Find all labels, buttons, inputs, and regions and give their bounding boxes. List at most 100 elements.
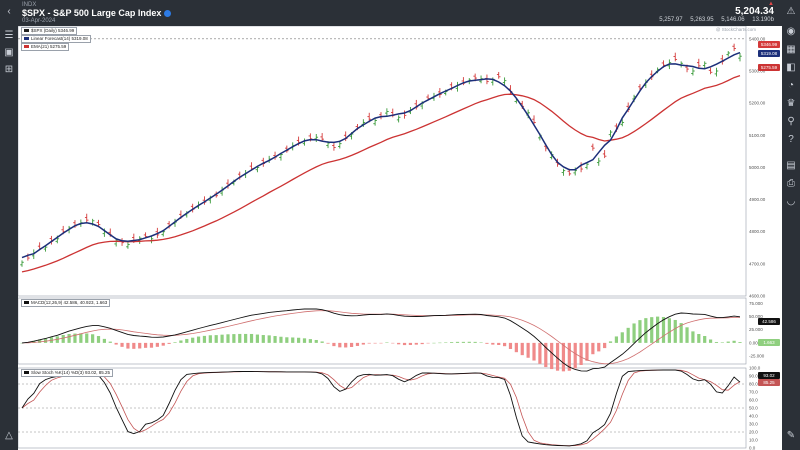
axis-tick-label: 5400.00 [749, 36, 766, 41]
macd-hist-bar [155, 342, 159, 347]
macd-hist-bar [467, 341, 471, 343]
macd-hist-bar [397, 342, 401, 345]
axis-tick-label: 4700.00 [749, 261, 766, 266]
table-icon[interactable]: ▦ [786, 44, 796, 55]
stoch-d-line [21, 369, 741, 447]
macd-hist-bar [567, 342, 571, 371]
macd-hist-bar [20, 342, 24, 344]
axis-tick-label: 4600.00 [749, 294, 766, 299]
macd-histogram [20, 316, 742, 372]
verified-icon [164, 10, 172, 18]
axis-tick-label: 40.0 [749, 414, 758, 419]
alert-icon[interactable]: △ [5, 430, 13, 441]
macd-hist-bar [320, 341, 324, 343]
macd-hist-bar [508, 342, 513, 349]
macd-hist-bar [191, 337, 195, 343]
macd-hist-bar [238, 333, 242, 343]
document-icon[interactable]: ▤ [786, 160, 796, 171]
eye-icon[interactable]: ◉ [786, 26, 796, 37]
macd-value-label: 42.586 [758, 318, 780, 325]
stoch-legend: Slow Stoch %K(14) %D(3) 93.02, 85.25 [21, 369, 114, 377]
axis-tick-label: 50.000 [749, 314, 763, 319]
macd-hist-label: 1.663 [758, 339, 780, 346]
macd-hist-bar [61, 334, 65, 343]
stockcharts-logo: @ StockCharts.com [715, 27, 756, 32]
axis-tick-label: 5000.00 [749, 165, 766, 170]
pie-icon[interactable]: ◔ [787, 80, 795, 91]
macd-hist-bar [638, 320, 642, 343]
macd-hist-bar [697, 333, 701, 343]
price-label-last: 5346.99 [758, 41, 780, 48]
edit-icon[interactable]: ✎ [786, 430, 796, 441]
macd-hist-bar [102, 338, 106, 343]
chart-canvas[interactable]: 5400.00 5300.00 5200.00 5100.00 5000.00 4900.… [18, 26, 782, 450]
macd-hist-bar [703, 336, 707, 343]
list-icon[interactable]: ☰ [4, 30, 14, 41]
macd-legend-text: MACD(12,26,9) 42.586, 40.923, 1.663 [31, 300, 108, 305]
macd-hist-bar [514, 342, 518, 353]
stoch-panel-frame [18, 367, 747, 449]
macd-hist-bar [285, 337, 289, 343]
macd-hist-bar [414, 342, 418, 345]
axis-tick-label: 10.0 [749, 438, 758, 443]
collapse-icon[interactable]: ‹ [7, 6, 11, 17]
print-icon[interactable]: ⎙ [787, 178, 795, 189]
macd-hist-bar [126, 342, 130, 349]
macd-hist-bar [732, 340, 736, 343]
macd-line [21, 308, 741, 372]
macd-hist-bar [67, 333, 71, 343]
stat-open: 5,257.97 [659, 17, 683, 23]
layers-icon[interactable]: ◧ [786, 62, 796, 73]
macd-hist-bar [96, 336, 101, 343]
bell-icon[interactable]: ⚠ [786, 6, 796, 17]
cube-icon[interactable]: ▣ [4, 47, 14, 58]
macd-hist-bar [455, 341, 460, 343]
macd-hist-bar [402, 342, 407, 346]
macd-hist-bar [555, 342, 560, 371]
grid-icon[interactable]: ⊞ [4, 64, 14, 75]
macd-hist-bar [167, 342, 171, 344]
macd-hist-bar [202, 335, 207, 343]
legend-main: $SPX (Daily) 5346.99 [21, 27, 78, 35]
trophy-icon[interactable]: ♛ [786, 98, 796, 109]
macd-hist-bar [532, 342, 536, 361]
axis-tick-label: 5100.00 [749, 133, 766, 138]
macd-hist-bar [291, 337, 295, 343]
macd-hist-bar [38, 339, 42, 343]
axis-tick-label: 90.0 [749, 374, 758, 379]
macd-hist-bar [349, 342, 354, 347]
macd-hist-bar [214, 335, 218, 343]
macd-hist-bar [85, 333, 89, 343]
macd-hist-bar [79, 333, 83, 343]
macd-hist-bar [138, 342, 142, 349]
left-toolbar: ‹ ☰ ▣ ⊞ △ [0, 0, 18, 450]
axis-tick-label: -25.000 [749, 354, 765, 359]
macd-hist-bar [691, 331, 695, 343]
price-label-ema: 5275.59 [758, 64, 780, 71]
macd-hist-bar [650, 317, 654, 343]
macd-hist-bar [267, 335, 271, 343]
macd-hist-bar [226, 334, 230, 343]
symbol-title-text: $SPX - S&P 500 Large Cap Index [22, 8, 162, 18]
macd-hist-bar [632, 323, 636, 343]
macd-hist-bar [338, 342, 342, 348]
macd-hist-bar [614, 336, 619, 343]
grid-lines [18, 26, 747, 449]
macd-hist-bar [591, 342, 595, 355]
macd-hist-bar [520, 342, 524, 356]
symbol-title[interactable]: $SPX - S&P 500 Large Cap Index [22, 8, 172, 18]
rainbow-icon[interactable]: ◡ [786, 196, 796, 207]
help-icon[interactable]: ? [788, 134, 794, 145]
legend-ema: EMA(21) 5275.59 [21, 43, 70, 51]
macd-hist-bar [461, 341, 465, 343]
macd-hist-bar [249, 333, 254, 343]
macd-hist-bar [491, 342, 495, 345]
macd-hist-bar [143, 342, 148, 348]
macd-hist-bar [714, 341, 719, 343]
stoch-k-line [21, 369, 741, 447]
macd-hist-bar [561, 342, 566, 372]
macd-hist-bar [308, 339, 312, 343]
zoom-icon[interactable]: ⚲ [787, 116, 795, 127]
stat-low: 5,146.06 [721, 17, 745, 23]
macd-hist-bar [220, 334, 224, 343]
